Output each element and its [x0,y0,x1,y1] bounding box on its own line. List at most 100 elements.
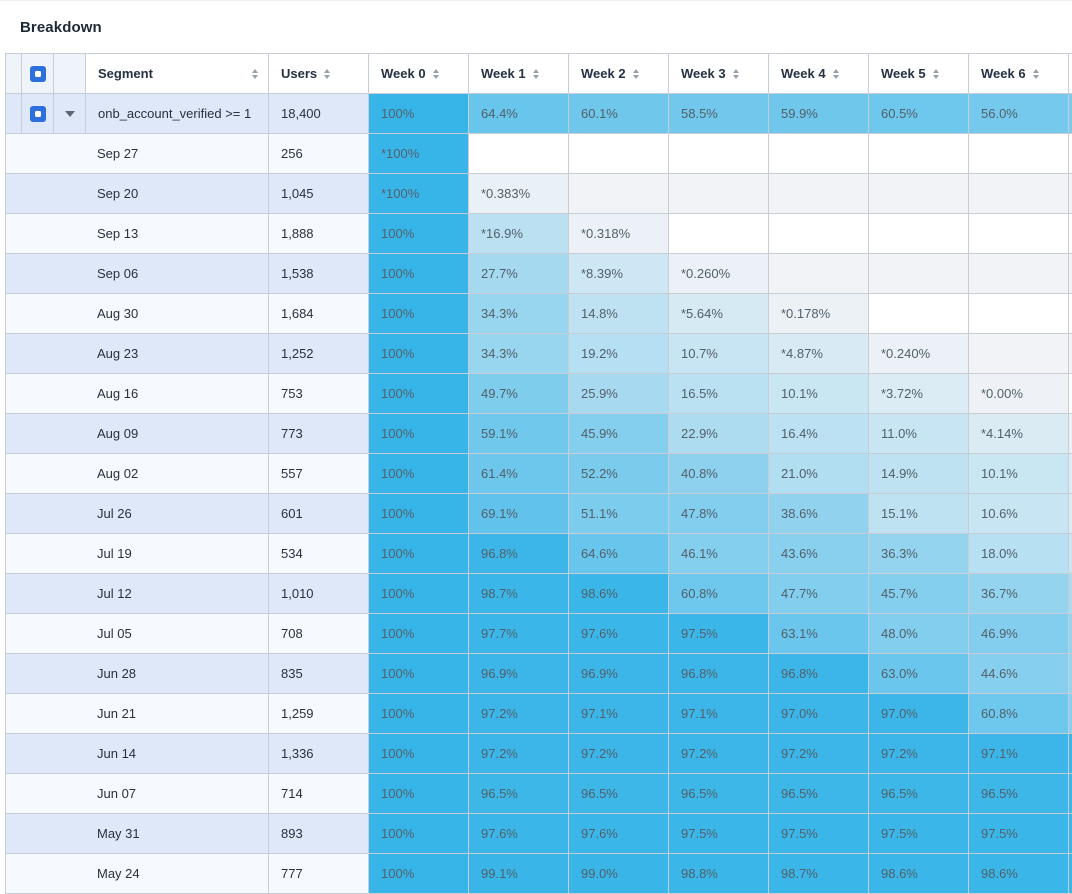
heat-cell[interactable]: 97.5% [969,814,1069,853]
heat-cell[interactable]: 100% [369,214,469,253]
column-header-segment[interactable]: Segment [86,54,269,93]
heat-cell[interactable]: 48.0% [869,614,969,653]
column-header-week-6[interactable]: Week 6 [969,54,1069,93]
heat-cell[interactable]: 97.5% [769,814,869,853]
heat-cell[interactable]: 60.1% [569,94,669,133]
heat-cell[interactable]: 64.4% [469,94,569,133]
heat-cell[interactable]: *0.240% [869,334,969,373]
heat-cell[interactable]: 40.8% [669,454,769,493]
heat-cell[interactable]: 96.5% [769,774,869,813]
heat-cell[interactable]: 43.6% [769,534,869,573]
heat-cell[interactable]: 96.8% [769,654,869,693]
heat-cell[interactable]: 100% [369,254,469,293]
heat-cell[interactable]: 97.2% [769,734,869,773]
heat-cell[interactable]: 49.7% [469,374,569,413]
heat-cell[interactable]: 96.5% [469,774,569,813]
heat-cell[interactable]: 10.7% [669,334,769,373]
heat-cell[interactable]: 97.2% [569,734,669,773]
heat-cell[interactable]: 96.8% [669,654,769,693]
heat-cell[interactable]: 16.5% [669,374,769,413]
heat-cell[interactable]: 97.7% [469,614,569,653]
heat-cell[interactable]: *4.87% [769,334,869,373]
heat-cell[interactable]: 36.7% [969,574,1069,613]
column-header-week-0[interactable]: Week 0 [369,54,469,93]
heat-cell[interactable]: *0.260% [669,254,769,293]
column-header-week-2[interactable]: Week 2 [569,54,669,93]
heat-cell[interactable]: 100% [369,814,469,853]
heat-cell[interactable]: 98.7% [769,854,869,893]
heat-cell[interactable]: 18.0% [969,534,1069,573]
heat-cell[interactable]: 59.1% [469,414,569,453]
heat-cell[interactable]: 45.9% [569,414,669,453]
heat-cell[interactable]: 97.2% [869,734,969,773]
heat-cell[interactable]: 10.6% [969,494,1069,533]
heat-cell[interactable]: 46.1% [669,534,769,573]
heat-cell[interactable]: *4.14% [969,414,1069,453]
heat-cell[interactable]: 21.0% [769,454,869,493]
heat-cell[interactable]: 97.2% [669,734,769,773]
heat-cell[interactable]: 100% [369,94,469,133]
heat-cell[interactable]: 10.1% [969,454,1069,493]
heat-cell[interactable]: 45.7% [869,574,969,613]
heat-cell[interactable]: 14.8% [569,294,669,333]
heat-cell[interactable]: 58.5% [669,94,769,133]
heat-cell[interactable]: 99.0% [569,854,669,893]
heat-cell[interactable]: 56.0% [969,94,1069,133]
heat-cell[interactable]: 60.8% [969,694,1069,733]
heat-cell[interactable]: 100% [369,694,469,733]
heat-cell[interactable]: 97.6% [569,614,669,653]
heat-cell[interactable]: 100% [369,534,469,573]
heat-cell[interactable]: *0.178% [769,294,869,333]
heat-cell[interactable]: *8.39% [569,254,669,293]
heat-cell[interactable]: 100% [369,774,469,813]
heat-cell[interactable]: 61.4% [469,454,569,493]
heat-cell[interactable]: 59.9% [769,94,869,133]
heat-cell[interactable]: 60.5% [869,94,969,133]
heat-cell[interactable]: 97.1% [669,694,769,733]
heat-cell[interactable]: 97.0% [869,694,969,733]
row-checkbox[interactable] [29,105,46,122]
heat-cell[interactable]: 97.6% [569,814,669,853]
heat-cell[interactable]: 97.2% [469,694,569,733]
heat-cell[interactable]: 69.1% [469,494,569,533]
heat-cell[interactable]: *0.318% [569,214,669,253]
heat-cell[interactable]: 100% [369,734,469,773]
heat-cell[interactable]: 97.2% [469,734,569,773]
heat-cell[interactable]: 100% [369,414,469,453]
heat-cell[interactable]: 100% [369,574,469,613]
heat-cell[interactable]: *0.383% [469,174,569,213]
heat-cell[interactable]: 64.6% [569,534,669,573]
heat-cell[interactable]: 100% [369,294,469,333]
heat-cell[interactable]: 34.3% [469,294,569,333]
collapse-chevron-icon[interactable] [64,110,75,117]
heat-cell[interactable]: 96.5% [969,774,1069,813]
heat-cell[interactable]: 96.5% [569,774,669,813]
heat-cell[interactable]: 22.9% [669,414,769,453]
heat-cell[interactable]: 38.6% [769,494,869,533]
heat-cell[interactable]: 60.8% [669,574,769,613]
heat-cell[interactable]: 10.1% [769,374,869,413]
heat-cell[interactable]: *100% [369,134,469,173]
heat-cell[interactable]: 97.5% [669,614,769,653]
heat-cell[interactable]: 14.9% [869,454,969,493]
heat-cell[interactable]: 25.9% [569,374,669,413]
column-header-week-1[interactable]: Week 1 [469,54,569,93]
select-all-checkbox[interactable] [29,65,46,82]
heat-cell[interactable]: 97.1% [569,694,669,733]
heat-cell[interactable]: 96.9% [569,654,669,693]
heat-cell[interactable]: 100% [369,654,469,693]
heat-cell[interactable]: 44.6% [969,654,1069,693]
heat-cell[interactable]: 63.0% [869,654,969,693]
heat-cell[interactable]: 51.1% [569,494,669,533]
heat-cell[interactable]: 100% [369,374,469,413]
heat-cell[interactable]: *5.64% [669,294,769,333]
heat-cell[interactable]: 96.5% [669,774,769,813]
heat-cell[interactable]: 97.0% [769,694,869,733]
heat-cell[interactable]: 11.0% [869,414,969,453]
heat-cell[interactable]: 99.1% [469,854,569,893]
heat-cell[interactable]: 47.8% [669,494,769,533]
heat-cell[interactable]: *0.00% [969,374,1069,413]
heat-cell[interactable]: *3.72% [869,374,969,413]
heat-cell[interactable]: 63.1% [769,614,869,653]
heat-cell[interactable]: 100% [369,614,469,653]
